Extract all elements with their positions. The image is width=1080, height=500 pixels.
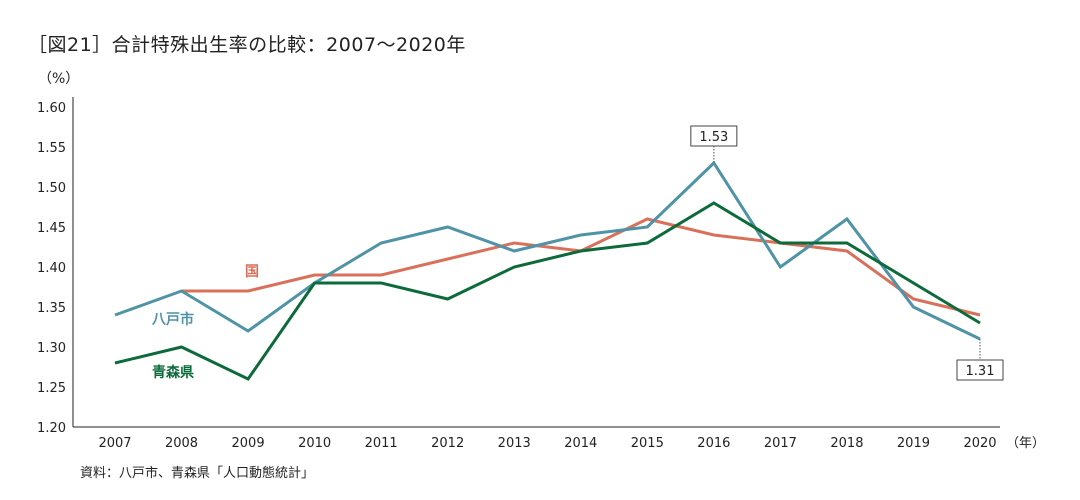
annotation-box — [690, 125, 738, 147]
x-tick-label: 2017 — [764, 436, 797, 451]
y-axis-unit: （%） — [38, 71, 80, 87]
x-tick-label: 2009 — [232, 436, 265, 451]
x-tick-label: 2015 — [631, 436, 664, 451]
y-tick-label: 1.55 — [37, 141, 66, 156]
series-line-八戸市 — [114, 160, 981, 341]
y-tick-label: 1.60 — [37, 101, 66, 116]
x-tick-label: 2012 — [431, 436, 464, 451]
y-tick-label: 1.20 — [37, 421, 66, 436]
x-tick-label: 2007 — [98, 436, 131, 451]
annotation-box — [956, 359, 1004, 381]
y-tick-label: 1.45 — [37, 221, 66, 236]
x-tick-label: 2020 — [963, 436, 996, 451]
series-label: 国 — [245, 264, 259, 280]
y-tick-label: 1.35 — [37, 301, 66, 316]
chart-title: ［図21］合計特殊出生率の比較：2007〜2020年 — [28, 34, 466, 56]
annotation-label: 1.53 — [699, 130, 728, 145]
x-tick-label: 2019 — [897, 436, 930, 451]
series-label: 八戸市 — [151, 311, 194, 328]
y-tick-label: 1.30 — [37, 341, 66, 356]
y-tick-label: 1.25 — [37, 381, 66, 396]
x-axis-unit: （年） — [1006, 436, 1045, 451]
x-tick-label: 2016 — [697, 436, 730, 451]
x-tick-label: 2014 — [564, 436, 597, 451]
x-tick-label: 2008 — [165, 436, 198, 451]
x-tick-label: 2011 — [365, 436, 398, 451]
source-note: 資料：八戸市、青森県「人口動態統計」 — [80, 466, 315, 481]
y-tick-label: 1.40 — [37, 261, 66, 276]
x-tick-label: 2013 — [498, 436, 531, 451]
series-line-青森県 — [114, 201, 981, 381]
series-label: 青森県 — [152, 364, 194, 381]
x-tick-label: 2010 — [298, 436, 331, 451]
y-tick-label: 1.50 — [37, 181, 66, 196]
annotation-label: 1.31 — [966, 364, 995, 379]
x-tick-label: 2018 — [830, 436, 863, 451]
